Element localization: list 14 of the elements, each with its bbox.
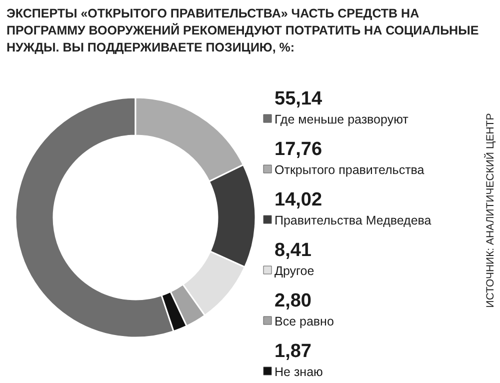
data-label: 14,02 [274,190,322,210]
legend-label: Где меньше разворуют [274,112,409,126]
data-label: 55,14 [274,88,322,110]
data-label: 17,76 [274,139,322,160]
data-label: 2,80 [274,290,312,312]
data-label: 8,41 [274,240,312,261]
legend-label: Все равно [274,314,334,328]
legend-label: Не знаю [274,365,323,379]
legend-label: Открытого правительства [274,163,424,177]
chart-title: ЭКСПЕРТЫ «ОТКРЫТОГО ПРАВИТЕЛЬСТВА» ЧАСТЬ СРЕДСТВ НА ПРОГРАММУ ВООРУЖЕНИЙ РЕКОМЕНДУЮТ ПОТРАТИТЬ НА СОЦИАЛЬНЫЕ НУЖДЫ. ВЫ ПОДДЕРЖИВАЕТЕ ПОЗИЦИЮ, %: [6,6,479,54]
text: ИСТОЧНИК: АНАЛИТИЧЕСКИЙ ЦЕНТР [484,113,496,308]
data-label: 1,87 [274,341,312,362]
legend-label: Правительства Медведева [274,214,432,228]
legend-label: Другое [274,264,314,278]
